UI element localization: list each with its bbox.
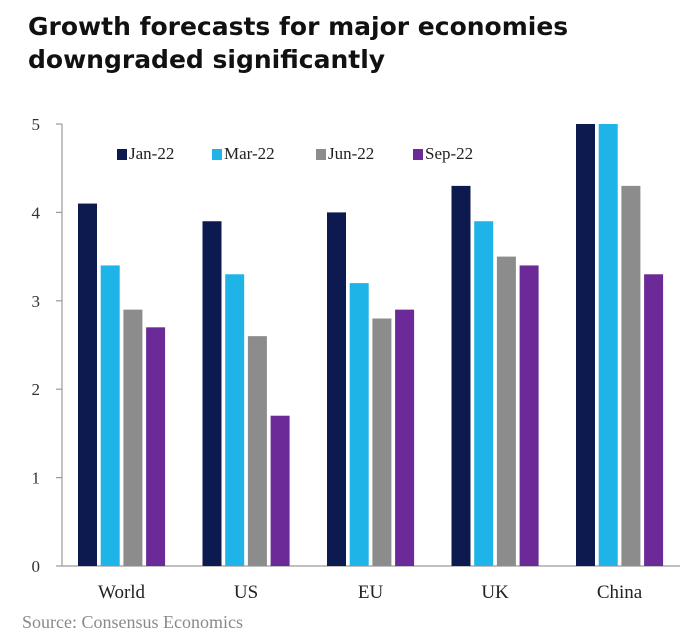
legend-swatch-jun-22 — [316, 149, 326, 160]
y-tick-label: 0 — [32, 557, 41, 576]
y-tick-label: 5 — [32, 115, 41, 134]
y-tick-label: 1 — [32, 469, 41, 488]
bar-us-jan-22 — [202, 221, 222, 567]
y-tick-label: 2 — [32, 380, 41, 399]
x-tick-label: China — [597, 582, 643, 603]
bar-us-mar-22 — [225, 274, 245, 566]
legend-swatch-mar-22 — [212, 149, 222, 160]
bar-uk-jan-22 — [451, 185, 471, 566]
bar-us-jun-22 — [247, 336, 267, 566]
bar-world-jan-22 — [78, 203, 97, 566]
chart-legend: Jan-22 Mar-22 Jun-22 Sep-22 — [117, 144, 473, 163]
legend-swatch-sep-22 — [413, 149, 423, 160]
bar-world-mar-22 — [100, 265, 120, 566]
bar-uk-jun-22 — [496, 256, 516, 566]
bar-china-jan-22 — [576, 124, 595, 566]
bar-uk-mar-22 — [474, 221, 494, 567]
x-tick-label: US — [234, 582, 258, 603]
legend-label-jun-22: Jun-22 — [328, 144, 374, 163]
bar-us-sep-22 — [270, 415, 290, 566]
bar-eu-mar-22 — [349, 283, 369, 566]
chart-title-line-2: downgraded significantly — [28, 45, 386, 74]
bar-china-mar-22 — [598, 124, 618, 566]
source-note: Source: Consensus Economics — [22, 612, 243, 632]
x-tick-label: UK — [481, 582, 509, 603]
x-tick-label: EU — [358, 582, 384, 603]
bar-world-sep-22 — [146, 327, 166, 566]
bar-china-sep-22 — [644, 274, 664, 566]
bar-china-jun-22 — [621, 185, 641, 566]
legend-label-sep-22: Sep-22 — [425, 144, 473, 163]
legend-swatch-jan-22 — [117, 149, 127, 160]
chart-title-line-1: Growth forecasts for major economies — [28, 12, 569, 41]
bar-eu-sep-22 — [395, 309, 415, 566]
chart-title: Growth forecasts for major economies dow… — [28, 10, 668, 76]
chart-bars: World US EU UK China — [78, 124, 664, 603]
bar-eu-jan-22 — [327, 212, 346, 566]
x-tick-label: World — [98, 582, 146, 603]
legend-label-jan-22: Jan-22 — [129, 144, 174, 163]
legend-label-mar-22: Mar-22 — [224, 144, 275, 163]
bar-world-jun-22 — [123, 309, 143, 566]
y-tick-label: 3 — [32, 292, 41, 311]
bar-eu-jun-22 — [372, 318, 392, 566]
bar-uk-sep-22 — [519, 265, 539, 566]
y-tick-label: 4 — [32, 203, 41, 222]
